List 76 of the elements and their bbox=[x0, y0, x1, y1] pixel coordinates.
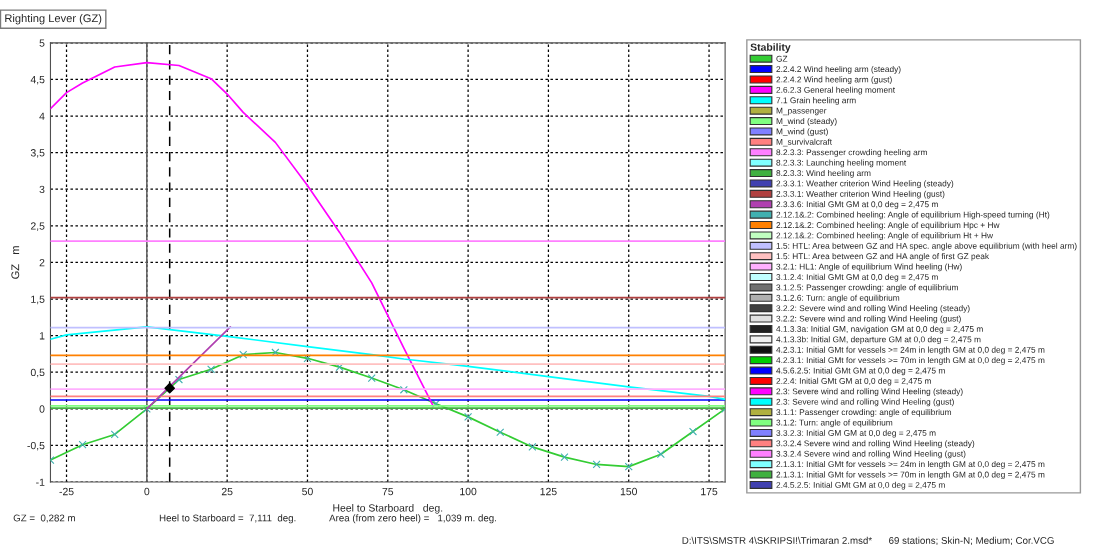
legend-label: 8.2.3.3: Passenger crowding heeling arm bbox=[776, 149, 927, 157]
legend-label: 2.4.5.2.5: Initial GMt GM at 0,0 deg = 2,475 m bbox=[776, 481, 945, 490]
y-tick-label: 3,5 bbox=[30, 149, 45, 158]
point bbox=[164, 382, 175, 394]
legend-label: 2.2.4.2 Wind heeling arm (gust) bbox=[776, 76, 892, 85]
legend-label: M_wind (steady) bbox=[776, 117, 837, 126]
legend-label: 2.3.3.6: Initial GMt GM at 0,0 deg = 2,475 m bbox=[776, 201, 938, 209]
legend-label: 4.1.3.3a: Initial GM, navigation GM at 0,0 deg = 2,475 m bbox=[776, 325, 983, 334]
x-tick-label: -25 bbox=[59, 487, 74, 496]
legend-label: 8.2.3.3: Launching heeling moment bbox=[776, 159, 907, 168]
legend-label: 4.5.6.2.5: Initial GMt GM at 0,0 deg = 2,475 m bbox=[776, 367, 945, 376]
y-tick-label: 4,5 bbox=[30, 76, 45, 85]
legend-label: 2.2.4: Initial GMt GM at 0,0 deg = 2,475 m bbox=[776, 377, 931, 386]
legend-label: 3.2.1: HL1: Angle of equilibrium Wind heeling (Hw) bbox=[776, 263, 962, 272]
legend-label: 2.12.1&.2: Combined heeling: Angle of equilibrium High-speed turning (Ht) bbox=[776, 211, 1050, 220]
legend-label: 3.3.2.3: Initial GM GM at 0,0 deg = 2,475 m bbox=[776, 429, 936, 438]
x-axis-title: Heel to Starboard deg. bbox=[333, 503, 443, 514]
chart-title: Righting Lever (GZ) bbox=[5, 14, 102, 25]
legend-label: 3.1.2.6: Turn: angle of equilibrium bbox=[776, 294, 900, 303]
legend-label: 3.3.2.4 Severe wind and rolling Wind Heeling (steady) bbox=[776, 440, 975, 448]
legend-label: 2.12.1&.2: Combined heeling: Angle of equilibrium Hpc + Hw bbox=[776, 221, 1000, 230]
legend-label: 3.2.2: Severe wind and rolling Wind Heeling (gust) bbox=[776, 315, 961, 324]
legend-label: 2.3: Severe wind and rolling Wind Heeling (gust) bbox=[776, 398, 954, 407]
legend-label: 2.12.1&.2: Combined heeling: Angle of equilibrium Ht + Hw bbox=[776, 232, 994, 241]
text: GZ = 0,282 m bbox=[13, 514, 75, 523]
legend-label: 2.2.4.2 Wind heeling arm (steady) bbox=[776, 65, 901, 74]
y-tick-label: -1 bbox=[36, 478, 45, 486]
y-tick-label: 0 bbox=[39, 405, 45, 413]
legend-label: 2.3.3.1: Weather criterion Wind Heeling (steady) bbox=[776, 180, 954, 189]
legend-label: M_wind (gust) bbox=[776, 128, 828, 137]
legend-label: 3.1.2: Turn: angle of equilibrium bbox=[776, 419, 893, 428]
legend-label: 3.1.2.4: Initial GMt GM at 0,0 deg = 2,475 m bbox=[776, 273, 938, 282]
text: D:\ITS\SMSTR 4\SKRIPSI!\Trimaran 2.msd* bbox=[682, 536, 872, 544]
legend-label: 4.2.3.1: Initial GMt for vessels >= 70m in length GM at 0,0 deg = 2,475 m bbox=[776, 357, 1045, 365]
legend-label: 2.6.2.3 General heeling moment bbox=[776, 86, 895, 95]
y-tick-label: 3 bbox=[39, 185, 45, 194]
legend-label: 8.2.3.3: Wind heeling arm bbox=[776, 169, 871, 178]
x-tick-label: 25 bbox=[221, 487, 233, 496]
legend-label: 2.3.3.1: Weather criterion Wind Heeling (gust) bbox=[776, 190, 945, 199]
legend-label: 3.3.2.4 Severe wind and rolling Wind Heeling (gust) bbox=[776, 450, 966, 459]
x-tick-label: 125 bbox=[540, 487, 557, 496]
legend-label: 3.1.2.5: Passenger crowding: angle of equilibrium bbox=[776, 284, 958, 292]
x-tick-label: 175 bbox=[701, 487, 718, 496]
legend-label: 4.2.3.1: Initial GMt for vessels >= 24m in length GM at 0,0 deg = 2,475 m bbox=[776, 346, 1045, 355]
line-series bbox=[50, 326, 726, 401]
text: Area (from zero heel) = 1,039 m. deg. bbox=[329, 514, 496, 524]
legend-label: M_passenger bbox=[776, 107, 827, 116]
y-tick-label: 1,5 bbox=[31, 295, 45, 305]
x-tick-label: 50 bbox=[302, 487, 313, 496]
line-series bbox=[50, 61, 434, 406]
x-tick-label: 100 bbox=[460, 487, 477, 496]
legend-label: 1.5: HTL: Area between GZ and HA angle of first GZ peak bbox=[776, 253, 990, 261]
legend-label: M_survivalcraft bbox=[776, 138, 832, 147]
legend-label: 1.5: HTL: Area between GZ and HA spec. angle above equilibrium (with heel arm) bbox=[776, 242, 1077, 251]
y-tick-label: 2,5 bbox=[30, 222, 45, 231]
legend-label: 3.2.2: Severe wind and rolling Wind Heeling (steady) bbox=[776, 305, 970, 313]
y-tick-label: -0,5 bbox=[27, 441, 45, 451]
x-tick-label: 75 bbox=[382, 487, 394, 496]
x-tick-label: 0 bbox=[144, 487, 150, 496]
legend-label: GZ bbox=[776, 55, 788, 62]
text: Heel to Starboard = 7,111 deg. bbox=[159, 514, 296, 524]
y-tick-label: 4 bbox=[39, 112, 45, 120]
y-tick-label: 0,5 bbox=[30, 368, 45, 378]
legend-label: 2.3: Severe wind and rolling Wind Heeling (steady) bbox=[776, 388, 963, 396]
legend-label: 4.1.3.3b: Initial GM, departure GM at 0,0 deg = 2,475 m bbox=[776, 336, 981, 344]
legend-label: 7.1 Grain heeling arm bbox=[776, 97, 856, 105]
legend-label: 3.1.1: Passenger crowding: angle of equilibrium bbox=[776, 408, 952, 417]
legend-title: Stability bbox=[750, 43, 791, 53]
y-tick-label: 5 bbox=[39, 39, 45, 47]
y-axis-title: GZ m bbox=[11, 246, 20, 279]
legend-label: 2.1.3.1: Initial GMt for vessels >= 70m in length GM at 0,0 deg = 2,475 m bbox=[776, 471, 1045, 480]
x-tick-label: 150 bbox=[620, 487, 638, 496]
text: 69 stations; Skin-N; Medium; Cor.VCG bbox=[889, 536, 1054, 546]
y-tick-label: 1 bbox=[39, 332, 45, 340]
y-tick-label: 2 bbox=[39, 258, 45, 267]
legend-label: 2.1.3.1: Initial GMt for vessels >= 24m in length GM at 0,0 deg = 2,475 m bbox=[776, 460, 1045, 469]
